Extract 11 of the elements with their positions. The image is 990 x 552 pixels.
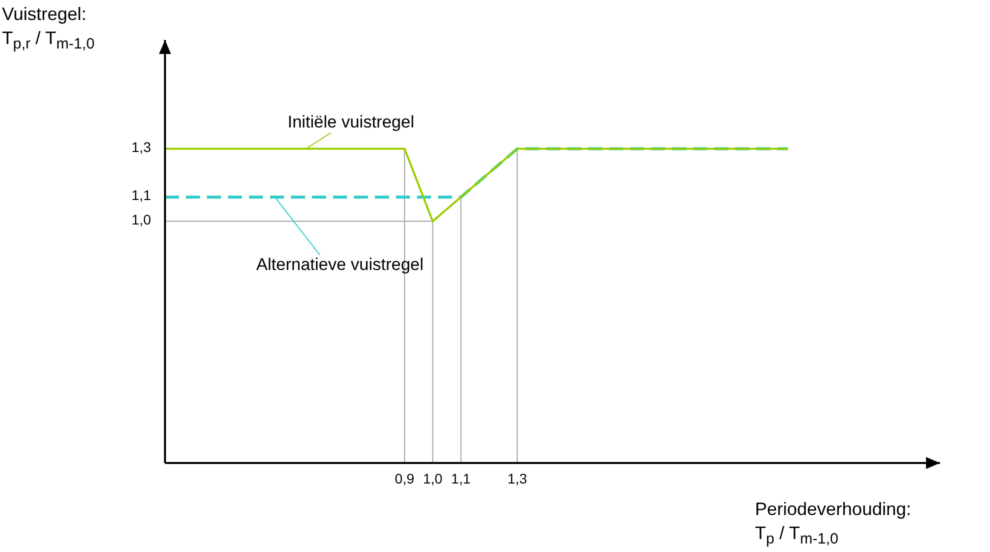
- annotation: Initiële vuistregel: [288, 112, 414, 132]
- x-axis-title: Periodeverhouding: T$_{p}$ / T$_{m-1,0}$: [755, 498, 912, 550]
- y-axis-title: Vuistregel: T$_{p,r}$ / T$_{m-1,0}$: [2, 3, 95, 55]
- annotation: Alternatieve vuistregel: [256, 254, 424, 274]
- y-tick-label: 1,1: [132, 187, 152, 204]
- x-tick-label: 0,9: [394, 470, 414, 486]
- x-tick-label: 1,0: [422, 470, 443, 486]
- y-tick-label: 1,3: [132, 138, 152, 155]
- x-tick-label: 1,1: [451, 470, 471, 486]
- x-tick-label: 1,3: [508, 470, 528, 486]
- y-tick-label: 1,0: [132, 211, 152, 228]
